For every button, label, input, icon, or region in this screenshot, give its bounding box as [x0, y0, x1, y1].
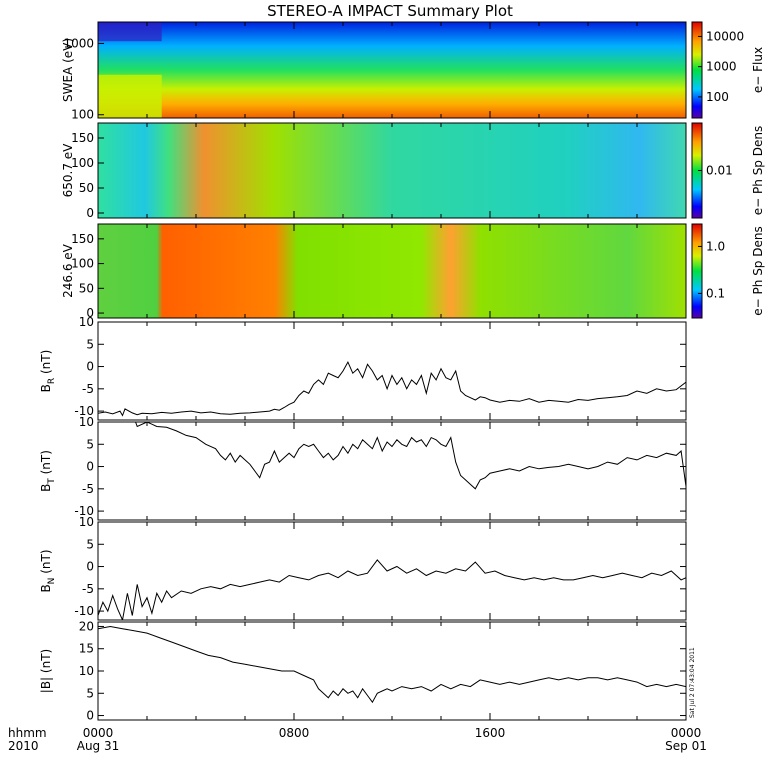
panel-frame [97, 621, 687, 721]
y-tick-label: -10 [74, 404, 94, 418]
y-tick-label: 15 [79, 642, 94, 656]
panel-frame [97, 321, 687, 421]
y-tick-label: 5 [86, 686, 94, 700]
y-tick-label: 10 [79, 515, 94, 529]
y-tick-label: -10 [74, 604, 94, 618]
y-tick-label: -5 [82, 482, 94, 496]
y-axis-label: |B| (nT) [39, 649, 53, 693]
panel-frame [97, 421, 687, 521]
series-line-bn [98, 559, 686, 620]
y-tick-label: 5 [86, 437, 94, 451]
y-axis-label: BT (nT) [39, 450, 57, 492]
figure-title: STEREO-A IMPACT Summary Plot [267, 2, 513, 20]
colorbar [691, 223, 703, 319]
colorbar-tick-label: 1.0 [706, 239, 725, 253]
y-tick-label: -10 [74, 504, 94, 518]
x-axis-row2-label: 2010 [8, 739, 39, 753]
series-line-bt [135, 422, 686, 490]
y-tick-label: 150 [71, 131, 94, 145]
colorbar-tick-label: 100 [706, 90, 729, 104]
y-tick-label: 0 [86, 306, 94, 320]
y-tick-label: 100 [71, 108, 94, 122]
y-tick-label: 10 [79, 315, 94, 329]
y-tick-label: -5 [82, 382, 94, 396]
y-tick-label: 5 [86, 537, 94, 551]
y-tick-label: 0 [86, 360, 94, 374]
spectrogram-image [98, 22, 686, 118]
colorbar-label: e− Flux [751, 47, 765, 93]
y-tick-label: 1000 [63, 36, 94, 50]
spectrogram-image [98, 123, 686, 218]
spectrogram-image [98, 224, 686, 318]
x-tick-sublabel: Sep 01 [665, 739, 707, 753]
line-panel-bmag: 0 5 10 15 20 |B| (nT) [39, 619, 687, 723]
y-tick-label: 20 [79, 619, 94, 633]
y-tick-label: 100 [71, 257, 94, 271]
y-tick-label: 0 [86, 709, 94, 723]
colorbar-label: e− Ph Sp Dens [751, 126, 765, 215]
line-panel-bn: -10 -5 0 5 10 BN (nT) [39, 515, 687, 621]
y-tick-label: 50 [79, 281, 94, 295]
colorbar-tick-label: 1000 [706, 60, 737, 74]
y-tick-label: 5 [86, 337, 94, 351]
y-tick-label: 150 [71, 232, 94, 246]
series-line-br [98, 360, 686, 417]
x-axis-row1-label: hhmm [8, 726, 47, 740]
y-axis-label: BR (nT) [39, 350, 57, 393]
y-tick-label: 10 [79, 664, 94, 678]
pre-event-region [98, 74, 162, 118]
y-axis-label: BN (nT) [39, 549, 57, 592]
colorbar-tick-label: 10000 [706, 29, 744, 43]
colorbar-tick-label: 0.01 [706, 164, 733, 178]
colorbar [691, 21, 703, 119]
x-tick-label: 0000 [671, 726, 702, 740]
panel-frame [97, 521, 687, 621]
line-panel-br: -10 -5 0 5 10 BR (nT) [39, 315, 687, 421]
series-line-bmag [98, 625, 686, 704]
x-tick-label: 0000 [83, 726, 114, 740]
y-tick-label: 10 [79, 415, 94, 429]
x-tick-label: 0800 [279, 726, 310, 740]
y-tick-label: 50 [79, 181, 94, 195]
y-tick-label: -5 [82, 582, 94, 596]
colorbar-tick-label: 0.1 [706, 286, 725, 300]
x-tick-sublabel: Aug 31 [77, 739, 120, 753]
y-tick-label: 100 [71, 156, 94, 170]
y-axis-label: 246.6 eV [61, 243, 75, 298]
y-tick-label: 0 [86, 560, 94, 574]
pre-event-region [98, 22, 162, 42]
x-tick-label: 1600 [475, 726, 506, 740]
y-tick-label: 0 [86, 206, 94, 220]
y-axis-label: 650.7 eV [61, 143, 75, 198]
plot-timestamp: Sat Jul 2 07:43:04 2011 [689, 647, 696, 718]
colorbar-label: e− Ph Sp Dens [751, 226, 765, 315]
line-panel-bt: -10 -5 0 5 10 BT (nT) [39, 415, 687, 521]
y-axis-label: SWEA (eV) [61, 38, 75, 102]
y-tick-label: 0 [86, 460, 94, 474]
